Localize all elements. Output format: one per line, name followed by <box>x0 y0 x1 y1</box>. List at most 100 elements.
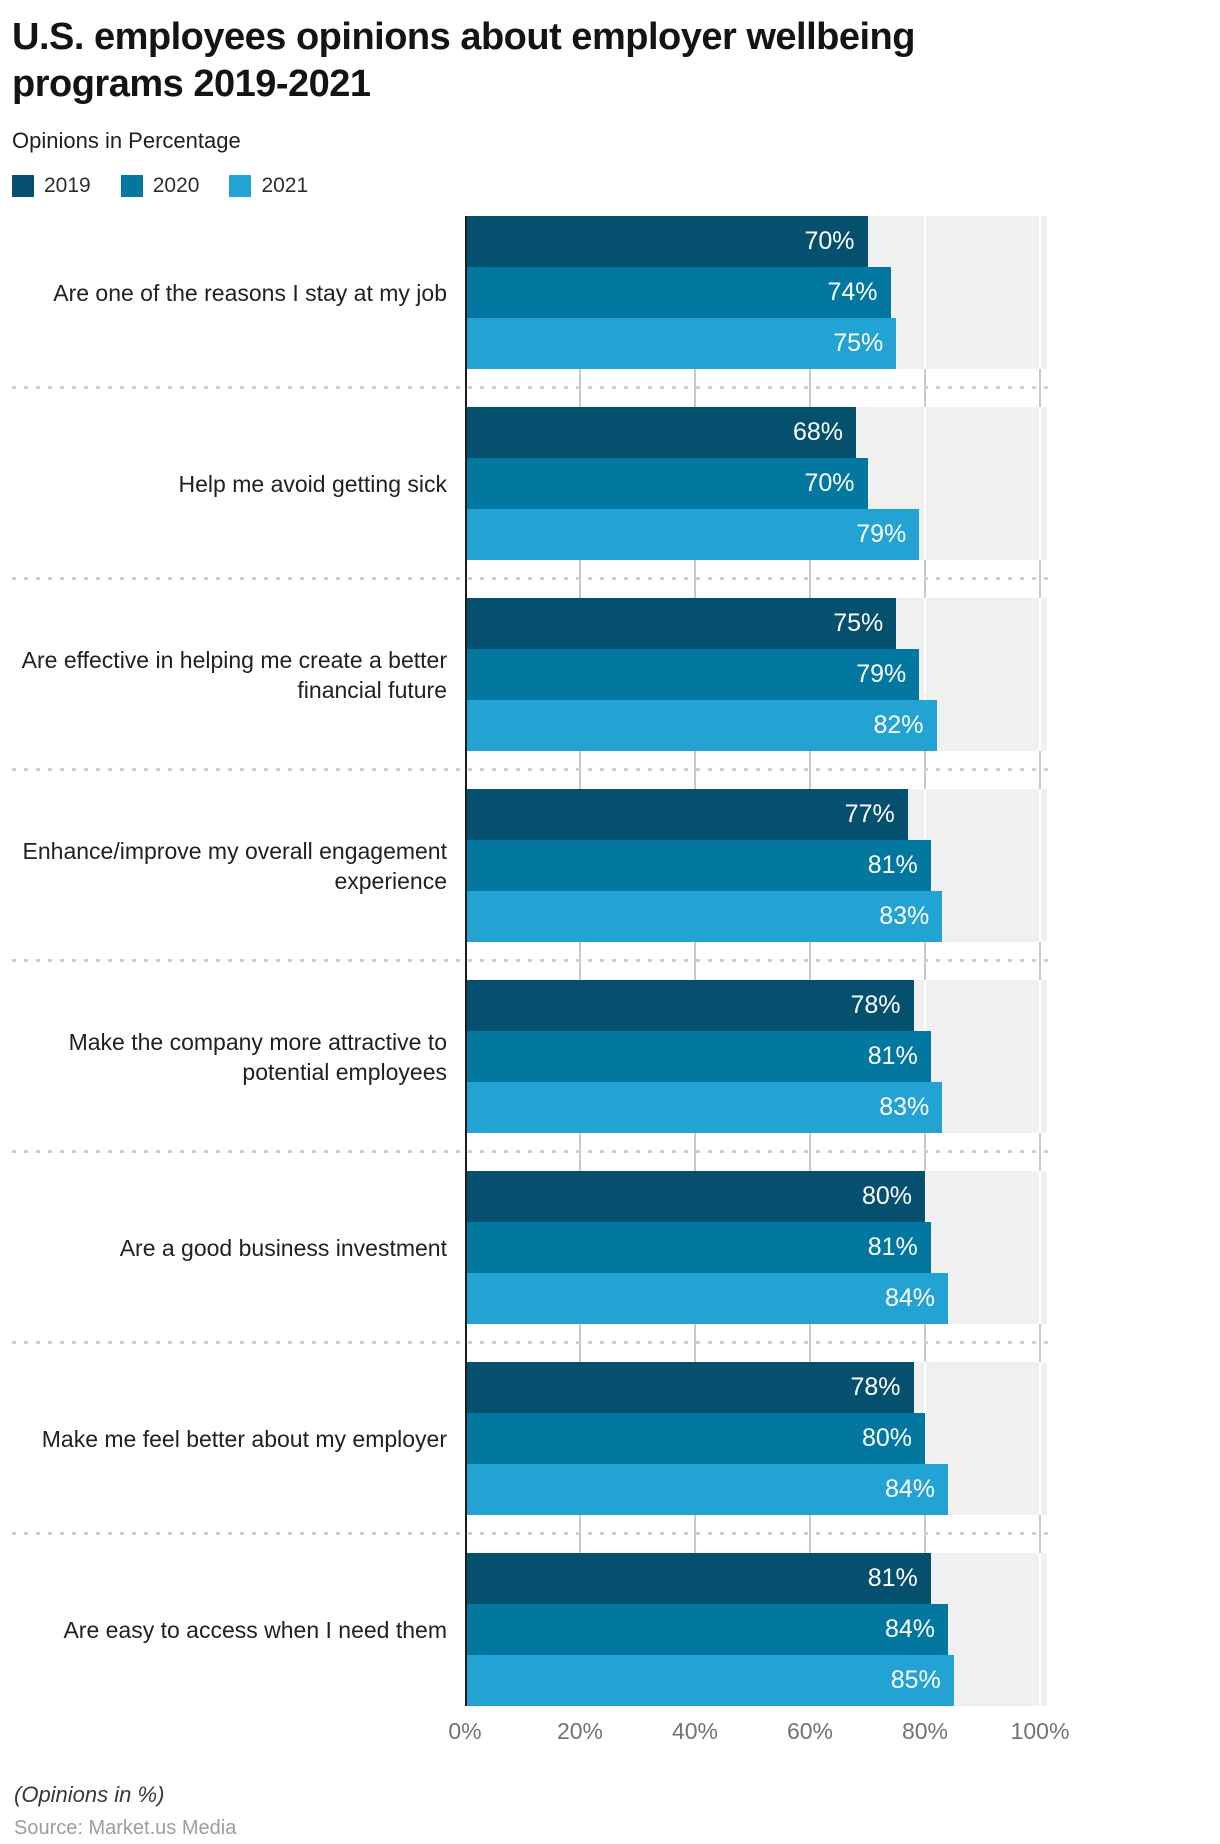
bar-value-label: 81% <box>867 1564 918 1592</box>
legend-swatch-2019 <box>12 175 34 197</box>
band-grid-line-100 <box>1039 980 1041 1133</box>
legend-label: 2019 <box>44 174 91 197</box>
bar-value-label: 79% <box>856 660 907 688</box>
bar-value-label: 77% <box>844 800 895 828</box>
bar-2020: 80% <box>465 1413 925 1464</box>
x-tick-label-20%: 20% <box>556 1718 604 1744</box>
category-plot: 80% 81% 84% <box>465 1171 1047 1324</box>
bar-2021: 83% <box>465 891 943 942</box>
legend-item-2021: 2021 <box>229 174 308 198</box>
category-plot: 68% 70% 79% <box>465 407 1047 560</box>
bar-2020: 79% <box>465 649 920 700</box>
bar-value-label: 79% <box>856 520 907 548</box>
bar-2021: 84% <box>465 1464 948 1515</box>
bar-value-label: 81% <box>867 1042 918 1070</box>
legend-swatch-2021 <box>229 175 252 197</box>
bar-2020: 70% <box>465 458 868 509</box>
bar-2019: 81% <box>465 1553 931 1604</box>
bar-value-label: 80% <box>861 1424 912 1452</box>
group-separator <box>12 768 1050 771</box>
bar-2021: 83% <box>465 1082 943 1133</box>
bar-value-label: 70% <box>804 469 855 497</box>
band-grid-line-100 <box>1039 407 1041 560</box>
bar-2019: 80% <box>465 1171 925 1222</box>
bar-2019: 75% <box>465 598 897 649</box>
category-plot: 81% 84% 85% <box>465 1553 1047 1706</box>
bar-2021: 84% <box>465 1273 948 1324</box>
group-separator <box>12 577 1050 580</box>
bar-2020: 81% <box>465 840 931 891</box>
bar-value-label: 75% <box>833 329 884 357</box>
bar-2019: 78% <box>465 1362 914 1413</box>
category-group: Enhance/improve my overall engagement ex… <box>12 789 1206 942</box>
x-tick-label-100%: 100% <box>1010 1718 1070 1744</box>
category-label: Make the company more attractive to pote… <box>68 1028 447 1085</box>
category-label: Are a good business investment <box>119 1234 447 1261</box>
bar-2021: 79% <box>465 509 920 560</box>
category-plot: 75% 79% 82% <box>465 598 1047 751</box>
category-group: Make me feel better about my employer 78%… <box>12 1362 1206 1515</box>
band-grid-line-100 <box>1039 1553 1041 1706</box>
category-plot: 78% 80% 84% <box>465 1362 1047 1515</box>
legend-swatch-2020 <box>120 175 143 197</box>
bar-value-label: 70% <box>804 227 855 255</box>
bar-groups: Are one of the reasons I stay at my job 7… <box>12 216 1206 1706</box>
bar-value-label: 78% <box>850 991 901 1019</box>
category-group: Are effective in helping me create a bet… <box>12 598 1206 751</box>
legend: 2019 2020 2021 <box>12 174 1206 198</box>
category-plot: 70% 74% 75% <box>465 216 1047 369</box>
band-grid-line-80 <box>924 407 926 560</box>
bar-2020: 84% <box>465 1604 948 1655</box>
bar-value-label: 82% <box>873 711 924 739</box>
bar-value-label: 84% <box>884 1284 935 1312</box>
bar-2021: 82% <box>465 700 937 751</box>
chart-subtitle: Opinions in Percentage <box>12 128 241 153</box>
page-title: U.S. employees opinions about employer w… <box>12 16 915 105</box>
band-grid-line-80 <box>924 1362 926 1515</box>
category-group: Are a good business investment 80% 81% 84% <box>12 1171 1206 1324</box>
bar-2021: 85% <box>465 1655 954 1706</box>
bar-chart: Are one of the reasons I stay at my job 7… <box>12 216 1206 1748</box>
bar-value-label: 83% <box>879 1093 930 1121</box>
band-grid-line-100 <box>1039 1171 1041 1324</box>
x-tick-label-0%: 0% <box>448 1718 482 1744</box>
group-separator <box>12 1150 1050 1153</box>
bar-2020: 81% <box>465 1031 931 1082</box>
bar-value-label: 84% <box>884 1615 935 1643</box>
source-line: Source: Market.us Media <box>14 1817 237 1839</box>
legend-item-2019: 2019 <box>12 174 91 198</box>
bar-value-label: 83% <box>879 902 930 930</box>
bar-value-label: 78% <box>850 1373 901 1401</box>
band-grid-line-100 <box>1039 598 1041 751</box>
bar-value-label: 75% <box>833 609 884 637</box>
x-tick-label-40%: 40% <box>671 1718 719 1744</box>
bar-2020: 81% <box>465 1222 931 1273</box>
x-axis: 0% 20% 40% 60% 80% 100% <box>448 1706 1069 1748</box>
category-plot: 77% 81% 83% <box>465 789 1047 942</box>
bar-value-label: 84% <box>884 1475 935 1503</box>
bar-2021: 75% <box>465 318 897 369</box>
category-label: Are effective in helping me create a bet… <box>21 646 447 703</box>
x-tick-label-80%: 80% <box>901 1718 949 1744</box>
bar-value-label: 85% <box>890 1666 941 1694</box>
category-group: Make the company more attractive to pote… <box>12 980 1206 1133</box>
bar-value-label: 68% <box>792 418 843 446</box>
y-axis-line <box>465 216 467 1706</box>
bar-2020: 74% <box>465 267 891 318</box>
plot-area: Are one of the reasons I stay at my job 7… <box>12 216 1206 1706</box>
bar-2019: 78% <box>465 980 914 1031</box>
bar-value-label: 81% <box>867 851 918 879</box>
bar-2019: 70% <box>465 216 868 267</box>
group-separator <box>12 1341 1050 1344</box>
bar-value-label: 81% <box>867 1233 918 1261</box>
group-separator <box>12 1532 1050 1535</box>
band-grid-line-80 <box>924 216 926 369</box>
band-grid-line-80 <box>924 598 926 751</box>
category-group: Are easy to access when I need them 81% 84… <box>12 1553 1206 1706</box>
bar-value-label: 74% <box>827 278 878 306</box>
category-label: Are easy to access when I need them <box>63 1616 447 1643</box>
bar-2019: 68% <box>465 407 856 458</box>
category-label: Help me avoid getting sick <box>178 470 447 497</box>
footnote: (Opinions in %) <box>14 1782 165 1807</box>
